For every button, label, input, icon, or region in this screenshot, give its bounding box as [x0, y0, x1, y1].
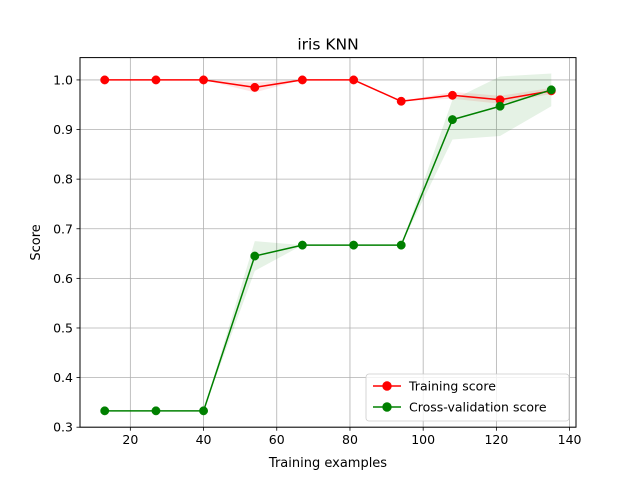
x-tick-label: 40 — [196, 432, 212, 447]
y-tick-label: 1.0 — [53, 72, 73, 87]
x-tick-label: 20 — [122, 432, 138, 447]
x-tick-label: 100 — [411, 432, 435, 447]
data-point — [396, 240, 406, 250]
data-point — [100, 75, 110, 85]
data-point — [297, 75, 307, 85]
axis-ticks: 20 40 60 80 100 120 140 0.3 0.4 0.5 0.6 0.7 0.8 0.9 1.… — [53, 72, 581, 447]
y-tick-label: 0.4 — [53, 370, 73, 385]
legend-label-1: Cross-validation score — [409, 400, 547, 415]
series-line-1 — [104, 89, 552, 412]
chart-title: iris KNN — [297, 36, 358, 54]
std-band-1 — [104, 73, 552, 411]
series-line-0 — [104, 79, 552, 103]
data-point — [250, 251, 260, 261]
data-point — [199, 75, 208, 85]
data-point — [448, 90, 457, 100]
data-point — [349, 240, 359, 250]
y-tick-label: 0.6 — [53, 271, 73, 286]
data-point — [199, 406, 208, 416]
legend-box — [365, 373, 570, 422]
y-axis-label: Score — [29, 224, 44, 260]
legend-marker-0 — [382, 381, 392, 391]
std-band-0 — [104, 79, 552, 104]
x-tick-label: 80 — [342, 432, 358, 447]
data-point — [349, 75, 359, 85]
series-lines — [104, 79, 552, 412]
x-tick-label: 120 — [484, 432, 508, 447]
data-point — [151, 75, 161, 85]
legend-label-0: Training score — [408, 379, 496, 394]
y-tick-label: 0.9 — [53, 122, 73, 137]
legend: Training score Cross-validation score — [365, 373, 570, 422]
data-point — [100, 406, 110, 416]
y-tick-label: 0.7 — [53, 221, 73, 236]
legend-marker-1 — [382, 402, 392, 412]
std-bands — [104, 73, 552, 411]
data-point — [546, 85, 556, 95]
data-point — [396, 96, 406, 106]
data-point — [250, 82, 260, 92]
y-tick-label: 0.5 — [53, 320, 73, 335]
y-tick-label: 0.8 — [53, 172, 73, 187]
x-axis-label: Training examples — [268, 456, 387, 471]
data-point — [297, 240, 307, 250]
data-point — [151, 406, 161, 416]
data-point — [448, 115, 457, 125]
x-tick-label: 140 — [558, 432, 582, 447]
series-markers — [100, 75, 556, 416]
x-tick-label: 60 — [269, 432, 285, 447]
data-point — [495, 101, 505, 111]
plot-frame — [79, 57, 577, 428]
y-tick-label: 0.3 — [53, 420, 73, 435]
